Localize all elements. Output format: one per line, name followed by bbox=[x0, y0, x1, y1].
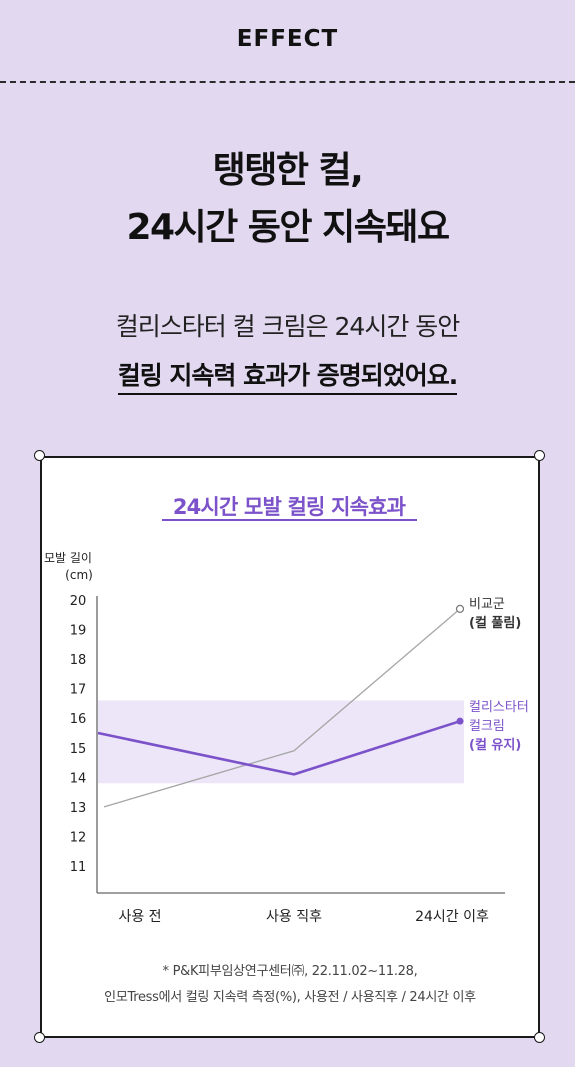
y-tick-label: 17 bbox=[70, 683, 87, 698]
y-axis-label: 모발 길이 bbox=[44, 551, 92, 565]
dashed-divider bbox=[0, 81, 575, 83]
series-product-label: 컬크림 bbox=[469, 719, 505, 734]
intro-line-2-text: 컬링 지속력 효과가 증명되었어요. bbox=[117, 361, 458, 395]
section-title: EFFECT bbox=[236, 26, 339, 52]
chart-title: 24시간 모발 컬링 지속효과 bbox=[173, 495, 406, 519]
y-tick-label: 19 bbox=[70, 624, 87, 639]
series-product-line bbox=[97, 719, 461, 776]
y-tick-label: 12 bbox=[70, 830, 87, 845]
series-product-label: (컬 유지) bbox=[469, 738, 521, 753]
series-product-label: 컬리스타터 bbox=[469, 700, 529, 715]
y-axis-unit: (cm) bbox=[65, 568, 93, 582]
series-product-endpoint bbox=[456, 717, 464, 725]
y-tick-label: 13 bbox=[70, 801, 87, 816]
series-comparison-endpoint bbox=[455, 604, 465, 613]
footnote-line-1: * P&K피부임상연구센터㈜, 22.11.02~11.28, bbox=[162, 964, 418, 979]
headline-line-2: 24시간 동안 지속돼요 bbox=[126, 207, 450, 248]
highlight-band bbox=[98, 700, 464, 784]
card-handle-bottom-right bbox=[534, 1032, 545, 1043]
x-category-label: 사용 전 bbox=[118, 909, 161, 925]
y-tick-label: 15 bbox=[70, 742, 87, 757]
y-tick-label: 16 bbox=[70, 712, 87, 727]
footnote-line-2: 인모Tress에서 컬링 지속력 측정(%), 사용전 / 사용직후 / 24시… bbox=[104, 990, 476, 1005]
y-tick-label: 11 bbox=[70, 860, 87, 875]
series-comparison-line bbox=[103, 608, 461, 808]
intro-line-2: 컬링 지속력 효과가 증명되었어요. bbox=[0, 356, 575, 395]
intro-line-1: 컬리스타터 컬 크림은 24시간 동안 bbox=[115, 312, 461, 341]
x-category-label: 24시간 이후 bbox=[415, 909, 489, 925]
series-comparison-label: (컬 풀림) bbox=[469, 616, 521, 631]
card-handle-bottom-left bbox=[34, 1032, 45, 1043]
card-handle-top-left bbox=[34, 450, 45, 461]
x-category-label: 사용 직후 bbox=[266, 909, 322, 925]
card-handle-top-right bbox=[534, 450, 545, 461]
headline-line-1: 탱탱한 컬, bbox=[212, 150, 364, 191]
y-tick-label: 20 bbox=[70, 594, 87, 609]
y-tick-label: 18 bbox=[70, 653, 87, 668]
series-comparison-label: 비교군 bbox=[469, 597, 505, 612]
y-tick-label: 14 bbox=[70, 771, 87, 786]
